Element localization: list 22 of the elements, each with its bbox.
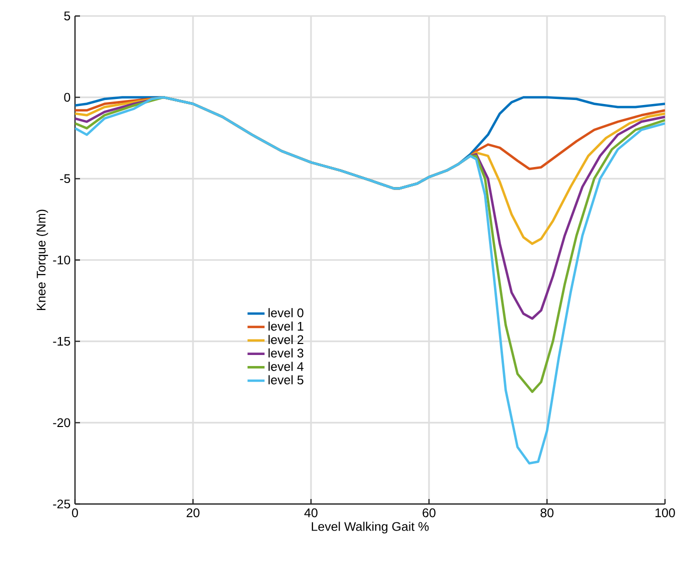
x-tick-label: 100 [656,508,675,518]
y-tick-label: -5 [60,174,70,184]
x-tick-label: 60 [422,508,436,518]
y-tick-label: 0 [64,92,70,102]
legend-label: level 4 [268,362,304,371]
y-tick-label: -25 [53,500,70,508]
y-tick-label: -20 [53,418,70,428]
line-series [75,96,666,465]
x-tick-label: 80 [540,508,554,518]
y-axis-title: Knee Torque (Nm) [36,210,48,310]
legend-label: level 0 [268,308,304,318]
legend-label: level 1 [268,322,304,331]
legend-label: level 2 [268,334,304,344]
y-tick-label: -10 [53,256,70,264]
y-tick-label: 5 [64,12,70,20]
legend-label: level 5 [268,375,304,384]
x-tick-label: 0 [72,508,78,518]
x-tick-label: 40 [304,508,318,518]
x-axis-title: Level Walking Gait % [312,522,429,534]
x-tick-label: 20 [186,508,200,518]
legend-label: level 3 [268,348,304,358]
y-tick-label: -15 [53,336,70,346]
